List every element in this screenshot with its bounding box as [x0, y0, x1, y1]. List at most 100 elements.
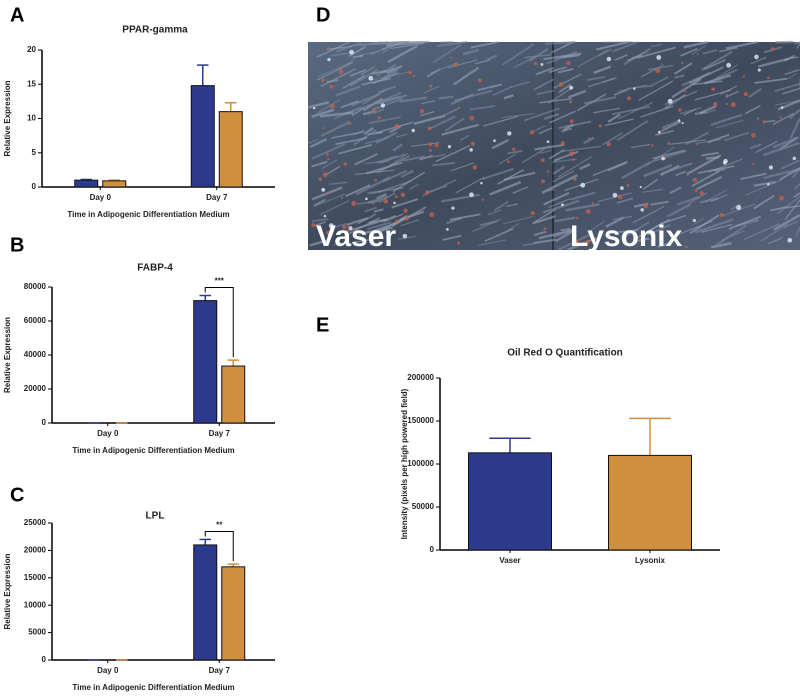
- droplet: [419, 108, 425, 114]
- cell: [459, 134, 470, 141]
- cell: [373, 95, 400, 105]
- cell: [339, 221, 379, 234]
- droplet: [393, 201, 396, 205]
- cell: [449, 213, 481, 221]
- cell: [317, 99, 341, 114]
- cell: [680, 47, 698, 57]
- cell: [784, 199, 800, 221]
- cell: [432, 43, 462, 64]
- cell: [701, 223, 733, 233]
- cell: [503, 216, 534, 225]
- x-axis-label: Time in Adipogenic Differentiation Mediu…: [72, 683, 234, 692]
- cell: [652, 149, 686, 160]
- cell: [378, 180, 412, 193]
- y-tick-label: 50000: [412, 502, 435, 511]
- cell: [710, 193, 728, 203]
- droplet: [651, 144, 654, 147]
- droplet: [451, 206, 455, 210]
- droplet: [684, 245, 688, 249]
- cell: [325, 165, 341, 176]
- droplet: [349, 49, 354, 55]
- cell: [543, 52, 582, 61]
- droplet: [751, 132, 756, 138]
- cell: [462, 48, 479, 56]
- chart-title: FABP-4: [137, 263, 173, 274]
- cell: [381, 45, 395, 54]
- cell: [442, 234, 462, 241]
- cell: [390, 42, 425, 50]
- cell: [539, 97, 572, 104]
- cell: [577, 49, 608, 68]
- cell: [539, 149, 553, 155]
- cell: [657, 242, 669, 249]
- cell: [555, 230, 573, 242]
- cell: [696, 176, 722, 191]
- droplet: [591, 202, 595, 205]
- cell: [749, 143, 762, 150]
- cell: [311, 108, 334, 119]
- cell: [386, 64, 403, 75]
- cell: [659, 162, 693, 176]
- cell: [772, 113, 795, 126]
- cell: [357, 213, 377, 225]
- cell: [793, 183, 800, 190]
- cell: [793, 192, 800, 198]
- cell: [319, 111, 354, 118]
- cell: [331, 131, 365, 139]
- bar: [74, 179, 99, 188]
- cell: [633, 237, 650, 243]
- cell: [489, 180, 522, 196]
- droplet: [558, 82, 564, 87]
- image-label: Vaser: [316, 220, 396, 253]
- panel-label: E: [316, 314, 329, 336]
- cell: [616, 197, 634, 204]
- cell: [632, 206, 665, 224]
- cell: [543, 191, 570, 206]
- cell: [499, 153, 516, 165]
- cell: [472, 218, 502, 233]
- cell: [375, 131, 398, 144]
- cell: [535, 66, 555, 76]
- cell: [675, 171, 687, 176]
- droplet: [429, 84, 433, 88]
- cell: [774, 83, 800, 93]
- cell: [400, 169, 414, 178]
- droplet: [767, 183, 770, 186]
- cell: [779, 167, 800, 181]
- cell: [376, 155, 398, 164]
- cell: [642, 178, 659, 190]
- droplet: [711, 87, 715, 92]
- droplet: [779, 116, 782, 119]
- cell: [320, 68, 357, 87]
- cell: [744, 179, 782, 196]
- cell: [638, 80, 674, 101]
- cell: [713, 224, 747, 248]
- droplet: [575, 239, 579, 244]
- cell: [765, 119, 776, 123]
- droplet: [678, 108, 682, 112]
- droplet: [770, 47, 775, 51]
- cell: [395, 133, 408, 138]
- y-tick-label: 20: [27, 45, 36, 54]
- cell: [552, 170, 574, 183]
- droplet: [450, 56, 453, 59]
- droplet: [326, 230, 331, 235]
- bar: [221, 566, 246, 661]
- cell: [375, 121, 414, 134]
- bar: [193, 300, 218, 424]
- y-axis-label: Relative Expression: [3, 317, 12, 393]
- cell: [670, 139, 707, 145]
- cell: [662, 119, 680, 129]
- cell: [319, 200, 350, 216]
- cell: [543, 112, 560, 120]
- cell: [550, 41, 574, 54]
- y-axis-label: Intensity (pixels per high powered field…: [400, 388, 409, 539]
- x-tick-label: Day 0: [90, 193, 112, 202]
- droplet: [692, 218, 696, 223]
- panel-label: B: [10, 234, 24, 256]
- droplet: [569, 151, 575, 157]
- cell: [611, 105, 651, 116]
- cell: [443, 108, 458, 117]
- droplet: [640, 208, 644, 212]
